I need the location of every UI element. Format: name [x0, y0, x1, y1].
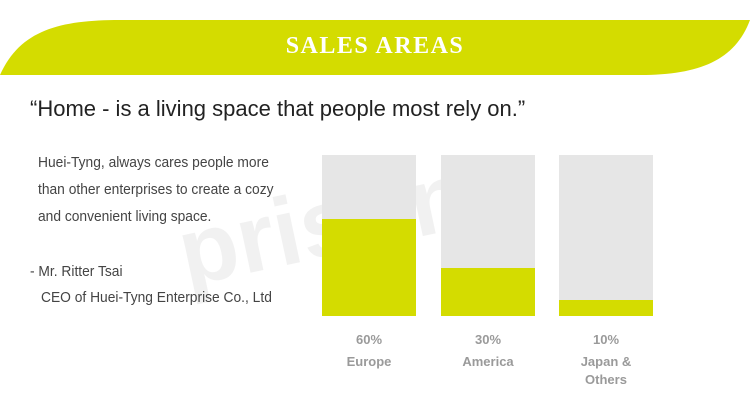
body-line: than other enterprises to create a cozy	[38, 181, 274, 198]
body-line: Huei-Tyng, always cares people more	[38, 154, 269, 171]
bar	[441, 267, 535, 316]
category-label: Europe	[346, 354, 392, 369]
value-label: 60%	[355, 332, 383, 347]
header-band	[0, 20, 750, 75]
value-label: 30%	[474, 332, 502, 347]
signature: CEO of Huei-Tyng Enterprise Co., Ltd	[41, 289, 272, 306]
bar	[559, 299, 653, 316]
signature: - Mr. Ritter Tsai	[30, 263, 123, 280]
bar-track	[559, 155, 653, 316]
category-label: America	[462, 354, 514, 369]
value-label: 10%	[592, 332, 620, 347]
quote: “Home - is a living space that people mo…	[30, 96, 526, 121]
body-line: and convenient living space.	[38, 208, 212, 225]
category-label: Japan & Others	[580, 354, 632, 387]
header-title: SALES AREAS	[285, 33, 465, 59]
bar	[322, 219, 416, 316]
